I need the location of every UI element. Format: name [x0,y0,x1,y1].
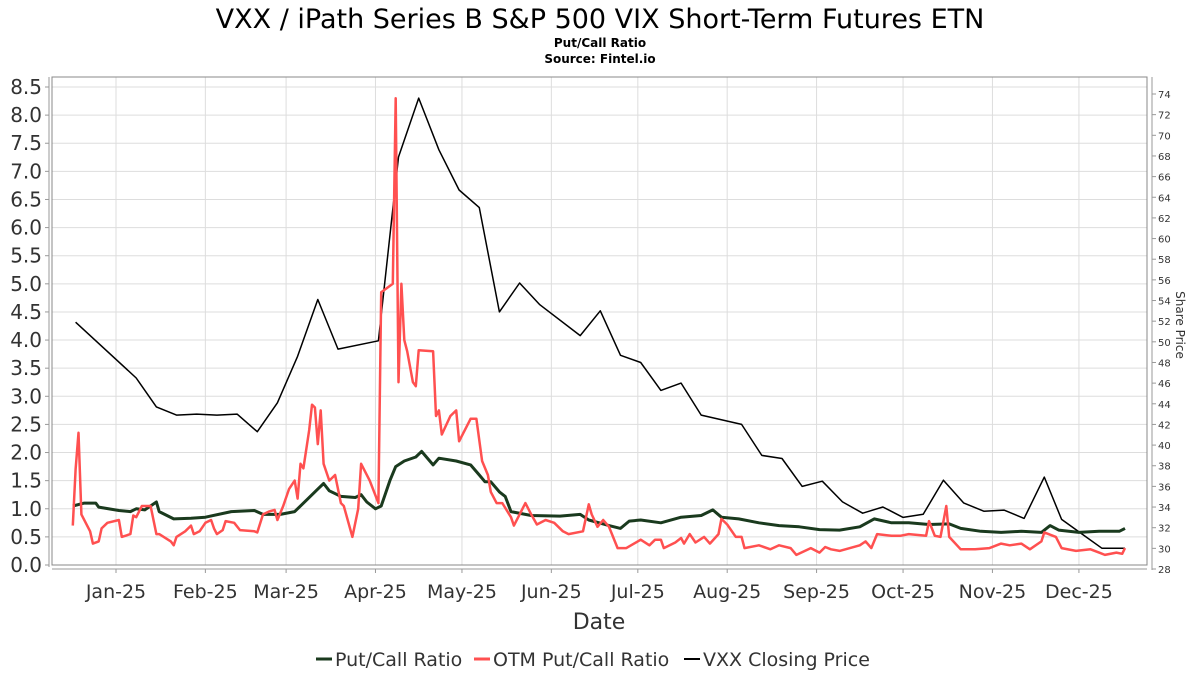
right-tick-label: 60 [1158,235,1171,246]
right-tick-label: 42 [1158,420,1171,431]
chart-title: VXX / iPath Series B S&P 500 VIX Short-T… [216,4,985,35]
left-tick-label: 0.5 [10,525,42,549]
left-tick-label: 7.0 [10,159,42,183]
grid [52,77,1147,566]
series-line-vxx-closing-price [75,97,1125,550]
x-tick-label: Jun-25 [520,581,582,603]
right-tick-label: 30 [1158,544,1171,555]
right-tick-label: 44 [1158,400,1171,411]
legend-label: OTM Put/Call Ratio [493,649,669,671]
x-tick-label: Jan-25 [85,581,146,603]
chart-source: Source: Fintel.io [544,52,655,66]
right-tick-label: 48 [1158,358,1171,369]
left-tick-label: 5.5 [10,244,42,268]
left-tick-label: 1.5 [10,469,42,493]
right-tick-label: 40 [1158,441,1171,452]
plot-frame [51,76,1148,566]
legend: Put/Call Ratio OTM Put/Call Ratio VXX Clos… [316,649,870,671]
left-tick-label: 2.0 [10,441,42,465]
x-tick-label: Dec-25 [1045,581,1113,603]
right-tick-label: 64 [1158,193,1171,204]
right-tick-label: 56 [1158,276,1171,287]
legend-label: VXX Closing Price [703,649,870,671]
right-tick-label: 62 [1158,214,1171,225]
x-tick-label: Aug-25 [693,581,761,603]
right-tick-label: 38 [1158,462,1171,473]
x-tick-label: Feb-25 [173,581,238,603]
series-line-otm-put-call-ratio [71,96,1127,557]
left-tick-label: 8.5 [10,75,42,99]
right-tick-label: 70 [1158,131,1171,142]
left-tick-label: 0.0 [10,553,42,577]
right-tick-label: 28 [1158,565,1171,576]
x-tick-label: Mar-25 [253,581,319,603]
right-axis-label: Share Price [1173,291,1187,359]
left-tick-label: 5.0 [10,272,42,296]
x-tick-label: Sep-25 [783,581,850,603]
right-tick-label: 54 [1158,297,1171,308]
x-axis-label: Date [573,610,626,635]
left-tick-label: 4.5 [10,300,42,324]
right-tick-label: 72 [1158,111,1171,122]
right-tick-label: 34 [1158,503,1171,514]
left-tick-label: 3.0 [10,384,42,408]
left-tick-label: 3.5 [10,356,42,380]
right-tick-label: 74 [1158,90,1171,101]
x-tick-label: Apr-25 [344,581,407,603]
chart-subtitle: Put/Call Ratio [554,36,646,50]
legend-label: Put/Call Ratio [335,649,462,671]
ticks: 0.0 0.5 1.0 1.5 2.0 2.5 3.0 3.5 4.0 4.5 5.0 5.5 6.0 6… [10,75,1171,603]
series-line-put-call-ratio [72,449,1126,534]
right-tick-label: 46 [1158,379,1171,390]
right-tick-label: 52 [1158,317,1171,328]
right-tick-label: 66 [1158,173,1171,184]
right-tick-label: 50 [1158,338,1171,349]
left-tick-label: 1.0 [10,497,42,521]
left-tick-label: 8.0 [10,103,42,127]
left-tick-label: 4.0 [10,328,42,352]
x-tick-label: Oct-25 [871,581,935,603]
left-tick-label: 6.5 [10,187,42,211]
right-tick-label: 68 [1158,152,1171,163]
x-tick-label: Jul-25 [610,581,665,603]
left-tick-label: 2.5 [10,412,42,436]
left-tick-label: 6.0 [10,216,42,240]
right-tick-label: 32 [1158,524,1171,535]
right-tick-label: 36 [1158,482,1171,493]
x-tick-label: May-25 [427,581,497,603]
right-tick-label: 58 [1158,255,1171,266]
left-tick-label: 7.5 [10,131,42,155]
series-lines [71,96,1127,557]
x-tick-label: Nov-25 [959,581,1027,603]
